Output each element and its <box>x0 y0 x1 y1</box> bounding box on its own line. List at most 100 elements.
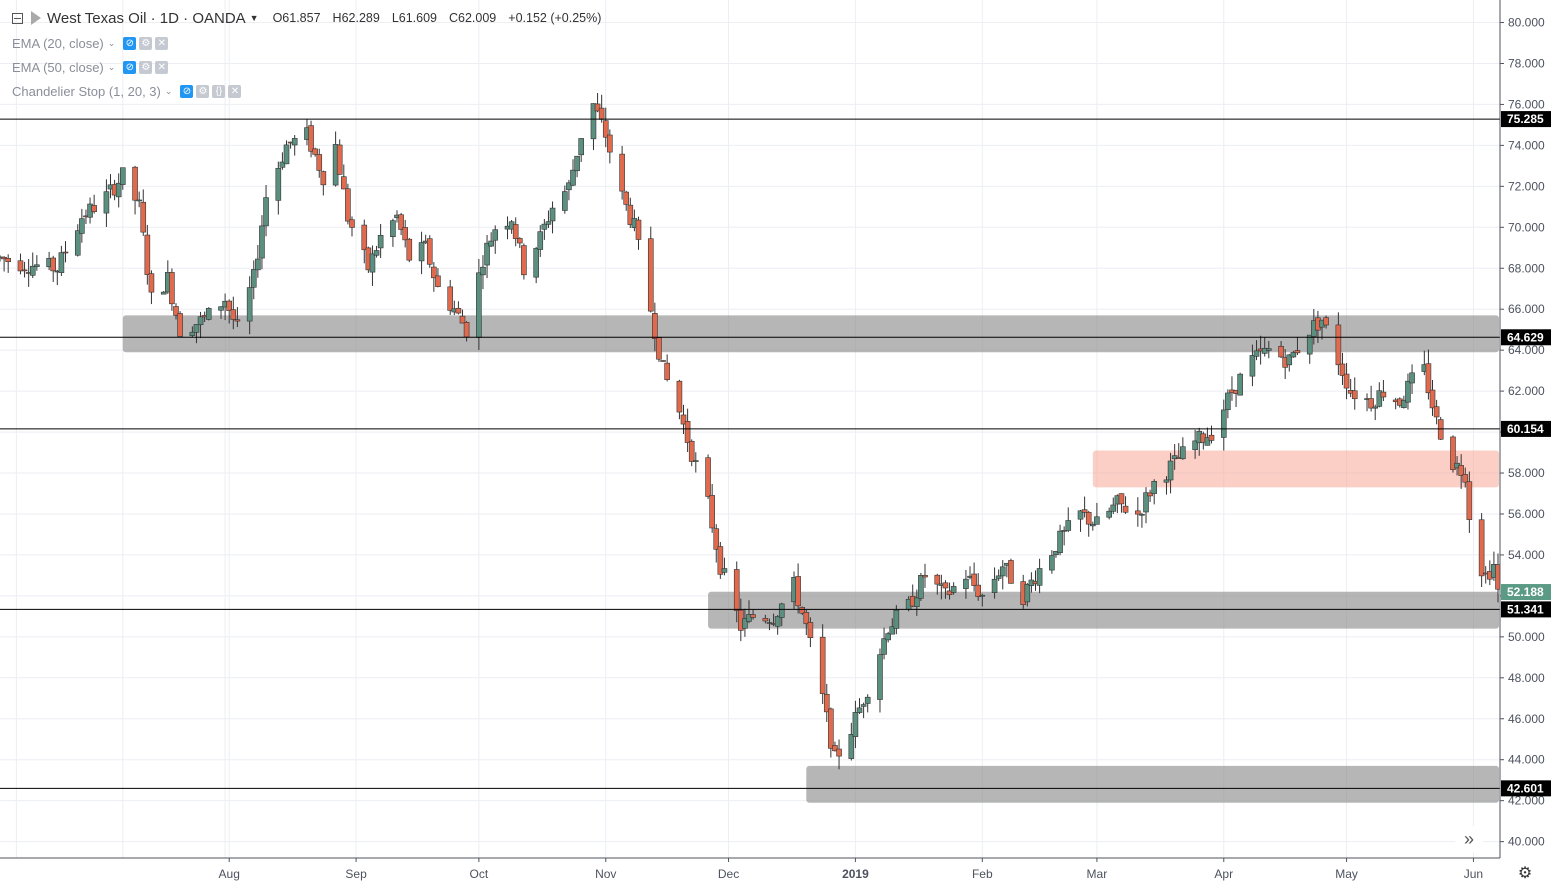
chevron-down-icon[interactable]: ⌄ <box>107 61 116 72</box>
gear-icon[interactable]: ⚙ <box>1517 865 1533 882</box>
candle-body-down <box>320 171 327 186</box>
candle <box>361 219 368 264</box>
price-zone-red <box>1092 450 1499 488</box>
candle-body-down <box>1466 481 1473 520</box>
candle-body-up <box>1261 347 1268 354</box>
y-tick-label: 72.000 <box>1508 179 1545 193</box>
open-value: O61.857 <box>272 11 321 25</box>
candle-body-up <box>1409 372 1415 384</box>
candle-body-down <box>1335 324 1342 366</box>
candle <box>733 561 740 623</box>
chevron-down-icon[interactable]: ⌄ <box>164 85 173 96</box>
candle <box>398 212 404 236</box>
candle-body-up <box>549 207 556 222</box>
candle <box>1118 493 1125 513</box>
candle <box>275 161 282 215</box>
gear-icon[interactable]: ⚙ <box>196 84 210 98</box>
candle-body-down <box>516 238 523 244</box>
candle-body-down <box>602 120 609 138</box>
scroll-to-realtime-button[interactable]: » <box>1455 825 1483 853</box>
candle-body-down <box>5 258 11 263</box>
candle <box>893 605 900 635</box>
candle-body-up <box>34 264 40 268</box>
candle <box>828 707 834 758</box>
candle <box>762 614 769 624</box>
candle <box>177 311 183 337</box>
candle <box>1405 373 1411 410</box>
candle-body-down <box>1294 350 1301 354</box>
close-icon[interactable]: ✕ <box>228 84 242 98</box>
candle <box>999 560 1006 590</box>
candle-body-down <box>62 251 69 254</box>
candle-body-down <box>832 745 838 752</box>
candle-body-down <box>459 315 466 324</box>
candle <box>856 698 863 714</box>
candle <box>1057 524 1063 556</box>
y-tick-label: 44.000 <box>1508 753 1545 767</box>
candle <box>979 593 986 607</box>
gear-icon[interactable]: ⚙ <box>139 60 153 74</box>
candle-body-up <box>488 240 494 247</box>
eye-icon[interactable]: ⊘ <box>180 84 194 98</box>
candle <box>431 262 437 292</box>
indicator-chandelier-stop[interactable]: Chandelier Stop (1, 20, 3) ⌄ ⊘ ⚙ {} ✕ <box>12 81 242 101</box>
candle <box>205 307 212 321</box>
price-axis <box>1500 0 1552 884</box>
candle <box>349 216 355 237</box>
candle <box>676 379 683 420</box>
candle <box>684 408 691 453</box>
candle-body-up <box>889 626 896 635</box>
candle-body-up <box>1090 524 1096 527</box>
chevron-down-icon[interactable]: ⌄ <box>107 37 116 48</box>
candle-body-down <box>463 322 470 338</box>
close-icon[interactable]: ✕ <box>155 60 169 74</box>
candle <box>320 170 327 196</box>
candle-body-down <box>521 245 527 276</box>
candle-body-down <box>431 266 437 279</box>
eye-icon[interactable]: ⊘ <box>123 60 137 74</box>
indicator-label[interactable]: Chandelier Stop (1, 20, 3) <box>12 83 161 99</box>
close-icon[interactable]: ✕ <box>155 36 169 50</box>
chevron-down-icon[interactable]: ▼ <box>249 13 259 23</box>
candle <box>1368 385 1374 412</box>
candle <box>778 602 785 627</box>
candle-body-up <box>1057 530 1063 553</box>
candle <box>578 138 584 162</box>
candle <box>426 235 433 268</box>
candle-body-down <box>975 584 982 597</box>
candle-body-up <box>484 242 490 266</box>
candle <box>574 155 580 178</box>
y-tick-label: 56.000 <box>1508 507 1545 521</box>
candle-body-up <box>721 568 728 573</box>
gear-icon[interactable]: ⚙ <box>139 36 153 50</box>
candle <box>1409 364 1415 394</box>
symbol-title[interactable]: West Texas Oil · 1D · OANDA <box>47 9 246 27</box>
close-value: C62.009 <box>449 11 497 25</box>
candle-body-down <box>1433 406 1440 418</box>
candle-body-up <box>893 609 900 629</box>
candle-body-up <box>418 242 425 262</box>
indicator-ema-50[interactable]: EMA (50, close) ⌄ ⊘ ⚙ ✕ <box>12 57 169 77</box>
candle-body-up <box>1204 437 1211 446</box>
candle-body-up <box>1110 504 1117 512</box>
candle-body-up <box>197 316 204 326</box>
candle <box>316 148 323 178</box>
candle <box>852 700 859 749</box>
candle-body-down <box>717 546 724 575</box>
candle <box>250 260 257 300</box>
candle <box>1049 550 1055 574</box>
candle-body-down <box>1278 345 1284 358</box>
eye-icon[interactable]: ⊘ <box>123 36 137 50</box>
indicator-ema-20[interactable]: EMA (20, close) ⌄ ⊘ ⚙ ✕ <box>12 33 169 53</box>
y-tick-label: 70.000 <box>1508 220 1545 234</box>
candle-body-up <box>1053 550 1059 556</box>
candle-body-up <box>574 155 580 172</box>
indicator-label[interactable]: EMA (50, close) <box>12 59 104 75</box>
candle-body-up <box>1290 352 1297 358</box>
candle <box>1147 489 1153 503</box>
collapse-legend-icon[interactable] <box>12 12 23 24</box>
code-icon[interactable]: {} <box>212 84 226 98</box>
candle-body-up <box>1061 530 1067 532</box>
indicator-label[interactable]: EMA (20, close) <box>12 35 104 51</box>
